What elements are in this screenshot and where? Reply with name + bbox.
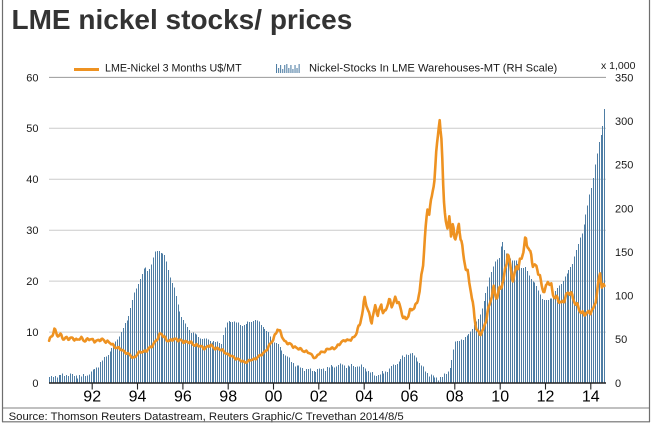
- svg-text:00: 00: [265, 389, 283, 406]
- svg-text:x 1,000: x 1,000: [601, 60, 636, 72]
- svg-text:14: 14: [582, 389, 600, 406]
- svg-text:50: 50: [26, 123, 38, 135]
- svg-text:98: 98: [219, 389, 237, 406]
- svg-text:LME-Nickel 3 Months U$/MT: LME-Nickel 3 Months U$/MT: [105, 63, 242, 75]
- svg-text:10: 10: [26, 327, 38, 339]
- svg-text:04: 04: [355, 389, 373, 406]
- svg-text:350: 350: [615, 72, 633, 84]
- svg-text:94: 94: [129, 389, 147, 406]
- svg-text:10: 10: [491, 389, 509, 406]
- svg-text:200: 200: [615, 203, 633, 215]
- svg-text:Nickel-Stocks In LME Warehouse: Nickel-Stocks In LME Warehouses-MT (RH S…: [309, 63, 558, 75]
- svg-text:12: 12: [537, 389, 555, 406]
- svg-text:92: 92: [83, 389, 101, 406]
- svg-text:30: 30: [26, 225, 38, 237]
- svg-text:LME nickel stocks/ prices: LME nickel stocks/ prices: [12, 4, 353, 35]
- svg-text:150: 150: [615, 247, 633, 259]
- svg-text:0: 0: [615, 378, 621, 390]
- svg-text:100: 100: [615, 291, 633, 303]
- svg-text:40: 40: [26, 174, 38, 186]
- svg-text:0: 0: [32, 378, 38, 390]
- svg-text:96: 96: [174, 389, 192, 406]
- svg-text:300: 300: [615, 116, 633, 128]
- svg-text:02: 02: [310, 389, 328, 406]
- svg-text:Source: Thomson Reuters Datast: Source: Thomson Reuters Datastream, Reut…: [9, 411, 404, 423]
- svg-text:60: 60: [26, 72, 38, 84]
- svg-text:250: 250: [615, 160, 633, 172]
- svg-text:08: 08: [446, 389, 464, 406]
- svg-text:20: 20: [26, 276, 38, 288]
- svg-text:06: 06: [401, 389, 419, 406]
- svg-text:50: 50: [615, 334, 627, 346]
